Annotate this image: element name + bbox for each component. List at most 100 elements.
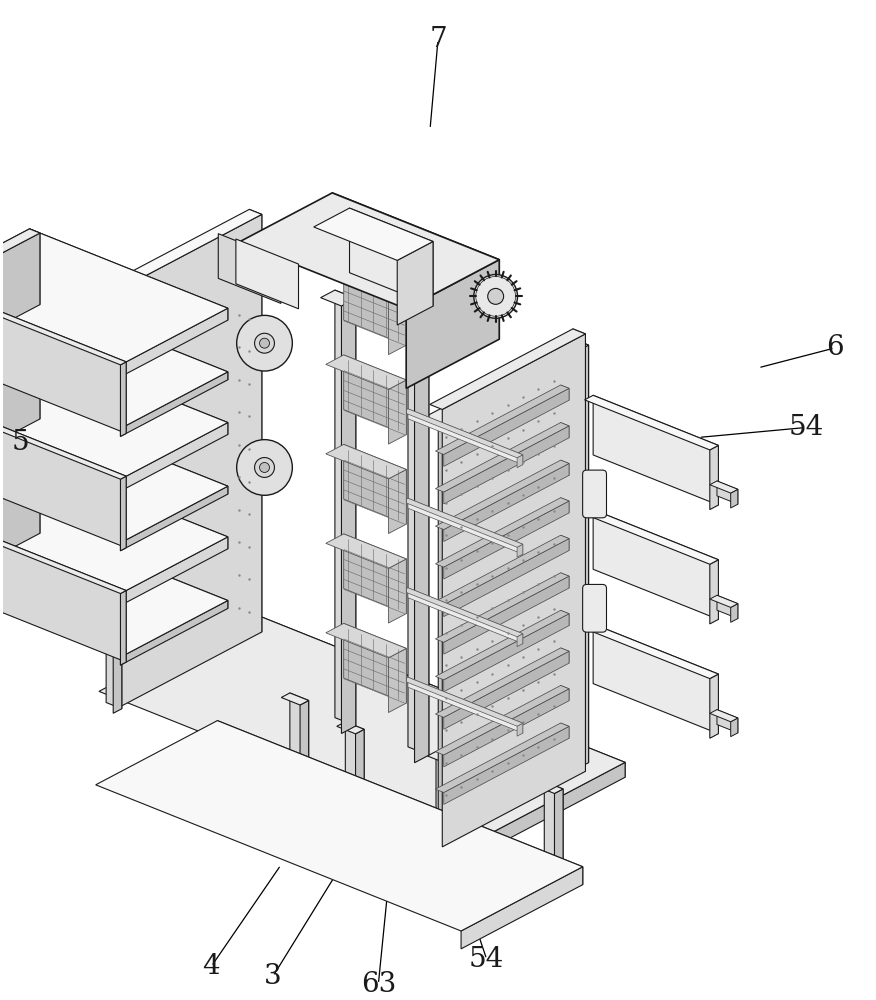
Polygon shape (0, 458, 40, 518)
Polygon shape (332, 193, 499, 339)
Polygon shape (584, 395, 718, 450)
Polygon shape (408, 409, 523, 465)
Polygon shape (561, 573, 569, 588)
Polygon shape (343, 623, 406, 703)
Polygon shape (350, 208, 433, 306)
Polygon shape (388, 380, 406, 444)
Polygon shape (406, 260, 499, 388)
Polygon shape (314, 208, 433, 260)
Polygon shape (326, 534, 406, 568)
Polygon shape (95, 721, 583, 931)
Polygon shape (461, 867, 583, 949)
Polygon shape (442, 334, 585, 847)
Circle shape (259, 463, 270, 472)
Circle shape (255, 333, 274, 353)
Text: 54: 54 (469, 946, 505, 973)
Polygon shape (217, 721, 583, 885)
Polygon shape (0, 233, 40, 361)
Polygon shape (584, 624, 718, 679)
Text: 6: 6 (826, 334, 844, 361)
Polygon shape (121, 476, 126, 551)
Polygon shape (343, 444, 406, 524)
Polygon shape (517, 723, 523, 736)
Polygon shape (435, 723, 569, 792)
Polygon shape (121, 308, 228, 377)
Polygon shape (402, 677, 523, 726)
Polygon shape (517, 544, 523, 557)
Polygon shape (544, 781, 563, 888)
Polygon shape (388, 291, 406, 355)
Polygon shape (717, 595, 738, 619)
Circle shape (255, 458, 274, 477)
Polygon shape (343, 355, 406, 435)
Polygon shape (121, 372, 228, 436)
Polygon shape (0, 462, 40, 590)
Text: 5: 5 (11, 429, 29, 456)
Polygon shape (710, 560, 718, 624)
Polygon shape (446, 759, 455, 863)
Polygon shape (0, 458, 228, 594)
Text: 4: 4 (202, 953, 220, 980)
Polygon shape (436, 751, 455, 858)
Polygon shape (710, 481, 738, 493)
Polygon shape (121, 486, 228, 551)
Circle shape (488, 288, 504, 304)
Polygon shape (0, 292, 228, 429)
Polygon shape (444, 614, 569, 692)
Polygon shape (281, 693, 308, 705)
Polygon shape (444, 463, 569, 541)
Text: 3: 3 (265, 963, 282, 990)
Polygon shape (731, 718, 738, 737)
Polygon shape (326, 355, 406, 389)
Polygon shape (561, 685, 569, 701)
Polygon shape (710, 674, 718, 738)
Polygon shape (444, 726, 569, 804)
Polygon shape (356, 729, 364, 833)
FancyBboxPatch shape (583, 470, 606, 518)
Polygon shape (717, 481, 738, 504)
Polygon shape (517, 634, 523, 647)
Polygon shape (30, 229, 228, 320)
Polygon shape (555, 789, 563, 893)
Polygon shape (731, 489, 738, 508)
Polygon shape (388, 648, 406, 713)
Polygon shape (717, 710, 738, 733)
Polygon shape (444, 539, 569, 617)
Polygon shape (0, 347, 40, 476)
Polygon shape (118, 214, 262, 708)
Polygon shape (0, 283, 126, 433)
Polygon shape (30, 407, 228, 494)
Polygon shape (0, 407, 228, 543)
Polygon shape (30, 343, 40, 419)
Polygon shape (408, 319, 429, 755)
Polygon shape (561, 385, 569, 400)
Polygon shape (731, 604, 738, 622)
Polygon shape (326, 623, 406, 658)
Polygon shape (0, 229, 40, 290)
Polygon shape (0, 343, 40, 404)
Text: 7: 7 (429, 26, 447, 53)
Text: 63: 63 (361, 971, 396, 998)
Polygon shape (0, 521, 228, 657)
Polygon shape (0, 397, 126, 479)
Polygon shape (30, 458, 40, 533)
Polygon shape (408, 677, 523, 733)
Polygon shape (250, 612, 625, 777)
Polygon shape (444, 651, 569, 729)
Polygon shape (106, 209, 262, 290)
Polygon shape (0, 397, 126, 548)
Polygon shape (30, 343, 228, 434)
Polygon shape (290, 693, 308, 800)
Polygon shape (0, 511, 126, 594)
Polygon shape (300, 700, 308, 804)
Polygon shape (444, 689, 569, 767)
Polygon shape (427, 751, 455, 763)
Polygon shape (561, 460, 569, 475)
Polygon shape (435, 610, 569, 680)
Polygon shape (536, 781, 563, 793)
Polygon shape (561, 723, 569, 738)
Polygon shape (402, 588, 523, 637)
Polygon shape (343, 265, 406, 345)
Circle shape (259, 338, 270, 348)
Polygon shape (0, 343, 228, 479)
